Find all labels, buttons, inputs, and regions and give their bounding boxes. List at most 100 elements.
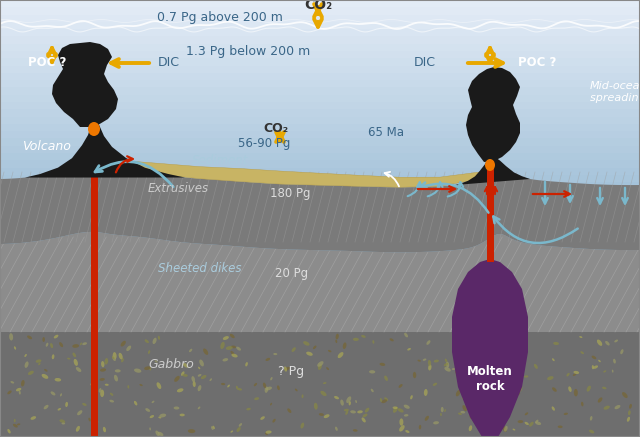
Ellipse shape — [346, 396, 351, 403]
Ellipse shape — [148, 350, 150, 354]
Text: Sediment: Sediment — [192, 155, 248, 167]
Ellipse shape — [230, 334, 235, 338]
Text: 180 Pg: 180 Pg — [270, 187, 310, 201]
Ellipse shape — [16, 388, 21, 392]
Ellipse shape — [463, 338, 466, 340]
Ellipse shape — [452, 368, 456, 370]
Bar — [0, 109, 640, 117]
Ellipse shape — [319, 413, 324, 416]
Bar — [0, 87, 640, 95]
Ellipse shape — [28, 371, 34, 375]
Ellipse shape — [463, 355, 467, 358]
Ellipse shape — [524, 375, 529, 378]
Ellipse shape — [19, 391, 21, 395]
Ellipse shape — [193, 381, 196, 387]
Ellipse shape — [573, 373, 577, 376]
Ellipse shape — [350, 410, 356, 413]
Ellipse shape — [433, 421, 439, 424]
Ellipse shape — [270, 403, 272, 406]
Ellipse shape — [335, 427, 338, 431]
Ellipse shape — [82, 342, 87, 345]
Ellipse shape — [284, 367, 290, 371]
Ellipse shape — [399, 425, 404, 432]
Bar — [0, 248, 640, 255]
Ellipse shape — [534, 364, 538, 369]
Ellipse shape — [246, 408, 251, 410]
Bar — [487, 160, 494, 262]
Ellipse shape — [508, 340, 510, 343]
Ellipse shape — [564, 413, 568, 415]
Ellipse shape — [42, 374, 48, 379]
Text: DIC: DIC — [414, 56, 436, 69]
Ellipse shape — [266, 387, 272, 390]
Ellipse shape — [454, 354, 460, 357]
Ellipse shape — [145, 340, 149, 343]
Ellipse shape — [458, 413, 462, 415]
Ellipse shape — [620, 349, 623, 354]
Ellipse shape — [295, 388, 298, 392]
Ellipse shape — [173, 406, 179, 409]
Ellipse shape — [518, 369, 524, 373]
Ellipse shape — [266, 358, 270, 361]
Ellipse shape — [199, 360, 204, 366]
Ellipse shape — [444, 363, 448, 366]
Ellipse shape — [428, 360, 431, 366]
Bar — [0, 22, 640, 29]
Ellipse shape — [50, 343, 53, 348]
Ellipse shape — [404, 405, 410, 409]
Ellipse shape — [434, 360, 439, 363]
Ellipse shape — [314, 403, 317, 409]
Ellipse shape — [203, 348, 208, 355]
Ellipse shape — [191, 376, 195, 382]
Ellipse shape — [444, 409, 446, 412]
Ellipse shape — [483, 377, 487, 383]
Ellipse shape — [113, 352, 116, 359]
Ellipse shape — [232, 354, 237, 357]
Ellipse shape — [112, 356, 115, 359]
Bar — [0, 335, 640, 342]
Ellipse shape — [38, 362, 40, 365]
Ellipse shape — [45, 343, 49, 347]
Ellipse shape — [492, 417, 498, 424]
Bar — [0, 415, 640, 423]
Ellipse shape — [115, 369, 121, 372]
Ellipse shape — [598, 360, 601, 362]
Ellipse shape — [344, 409, 349, 411]
Bar — [0, 80, 640, 87]
Ellipse shape — [513, 429, 515, 430]
Ellipse shape — [590, 416, 593, 420]
Ellipse shape — [65, 402, 68, 407]
Ellipse shape — [589, 430, 595, 434]
Ellipse shape — [99, 388, 101, 392]
Ellipse shape — [580, 351, 584, 354]
Ellipse shape — [10, 381, 14, 384]
Ellipse shape — [31, 416, 36, 420]
Ellipse shape — [497, 357, 502, 363]
Ellipse shape — [42, 337, 45, 342]
Bar — [0, 73, 640, 80]
Ellipse shape — [245, 362, 248, 367]
Bar — [0, 66, 640, 73]
Ellipse shape — [211, 426, 214, 430]
Bar — [0, 306, 640, 313]
Ellipse shape — [518, 385, 522, 392]
Ellipse shape — [535, 421, 541, 425]
Ellipse shape — [110, 393, 113, 396]
Bar — [0, 371, 640, 379]
Ellipse shape — [90, 382, 95, 385]
Ellipse shape — [602, 387, 607, 389]
Polygon shape — [452, 259, 528, 437]
Ellipse shape — [60, 393, 62, 396]
Ellipse shape — [612, 370, 614, 373]
Text: 20 Pg: 20 Pg — [275, 267, 308, 281]
Ellipse shape — [338, 352, 344, 358]
Bar — [0, 291, 640, 298]
Polygon shape — [466, 67, 520, 162]
Bar — [0, 139, 640, 146]
Bar — [91, 124, 98, 437]
Ellipse shape — [303, 341, 310, 346]
Ellipse shape — [287, 409, 291, 413]
Bar — [0, 298, 640, 306]
Ellipse shape — [212, 426, 215, 429]
Text: CO₂: CO₂ — [304, 0, 332, 12]
